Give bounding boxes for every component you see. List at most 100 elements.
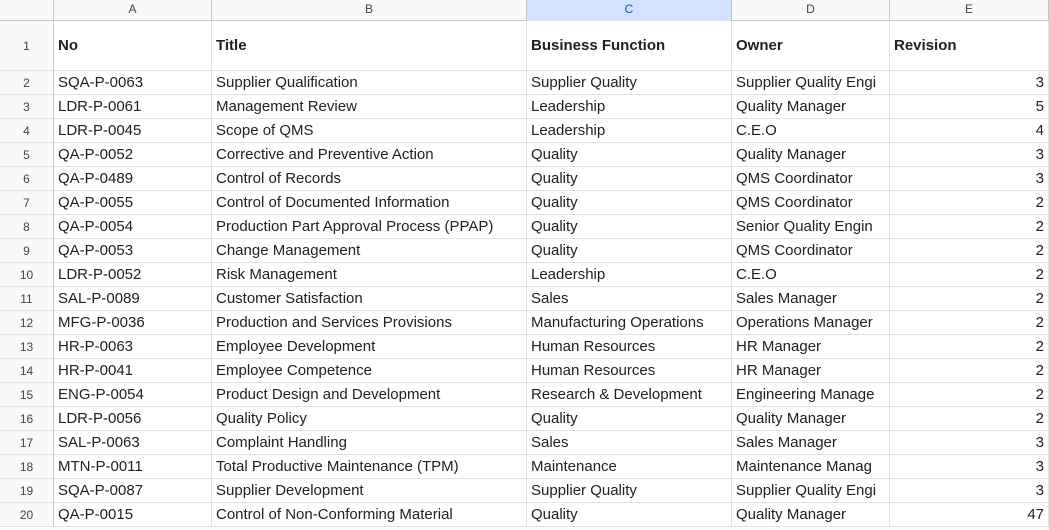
header-cell-no[interactable]: No xyxy=(54,21,212,71)
cell-owner[interactable]: HR Manager xyxy=(732,359,890,383)
column-header-d[interactable]: D xyxy=(732,0,890,21)
cell-title[interactable]: Control of Documented Information xyxy=(212,191,527,215)
cell-owner[interactable]: HR Manager xyxy=(732,335,890,359)
cell-revision[interactable]: 3 xyxy=(890,167,1049,191)
column-header-e[interactable]: E xyxy=(890,0,1049,21)
row-header[interactable]: 1 xyxy=(0,21,54,71)
cell-function[interactable]: Quality xyxy=(527,503,732,527)
cell-owner[interactable]: Quality Manager xyxy=(732,143,890,167)
cell-title[interactable]: Risk Management xyxy=(212,263,527,287)
cell-no[interactable]: HR-P-0063 xyxy=(54,335,212,359)
cell-revision[interactable]: 3 xyxy=(890,479,1049,503)
cell-owner[interactable]: Quality Manager xyxy=(732,95,890,119)
row-header[interactable]: 16 xyxy=(0,407,54,431)
cell-no[interactable]: QA-P-0055 xyxy=(54,191,212,215)
row-header[interactable]: 7 xyxy=(0,191,54,215)
cell-no[interactable]: LDR-P-0052 xyxy=(54,263,212,287)
cell-revision[interactable]: 3 xyxy=(890,431,1049,455)
cell-title[interactable]: Control of Non-Conforming Material xyxy=(212,503,527,527)
cell-title[interactable]: Employee Development xyxy=(212,335,527,359)
cell-function[interactable]: Quality xyxy=(527,407,732,431)
select-all-corner[interactable] xyxy=(0,0,54,21)
cell-owner[interactable]: C.E.O xyxy=(732,263,890,287)
cell-function[interactable]: Quality xyxy=(527,191,732,215)
cell-revision[interactable]: 3 xyxy=(890,71,1049,95)
row-header[interactable]: 14 xyxy=(0,359,54,383)
cell-no[interactable]: QA-P-0015 xyxy=(54,503,212,527)
cell-no[interactable]: MFG-P-0036 xyxy=(54,311,212,335)
row-header[interactable]: 6 xyxy=(0,167,54,191)
cell-owner[interactable]: Supplier Quality Engi xyxy=(732,71,890,95)
cell-no[interactable]: SQA-P-0063 xyxy=(54,71,212,95)
cell-title[interactable]: Supplier Development xyxy=(212,479,527,503)
header-cell-revision[interactable]: Revision xyxy=(890,21,1049,71)
cell-revision[interactable]: 2 xyxy=(890,239,1049,263)
cell-function[interactable]: Human Resources xyxy=(527,359,732,383)
cell-no[interactable]: SAL-P-0063 xyxy=(54,431,212,455)
cell-function[interactable]: Maintenance xyxy=(527,455,732,479)
row-header[interactable]: 8 xyxy=(0,215,54,239)
cell-title[interactable]: Control of Records xyxy=(212,167,527,191)
cell-no[interactable]: ENG-P-0054 xyxy=(54,383,212,407)
cell-revision[interactable]: 2 xyxy=(890,287,1049,311)
cell-function[interactable]: Supplier Quality xyxy=(527,479,732,503)
header-cell-function[interactable]: Business Function xyxy=(527,21,732,71)
cell-function[interactable]: Research & Development xyxy=(527,383,732,407)
row-header[interactable]: 4 xyxy=(0,119,54,143)
cell-title[interactable]: Customer Satisfaction xyxy=(212,287,527,311)
cell-title[interactable]: Product Design and Development xyxy=(212,383,527,407)
column-header-a[interactable]: A xyxy=(54,0,212,21)
cell-owner[interactable]: QMS Coordinator xyxy=(732,239,890,263)
cell-function[interactable]: Leadership xyxy=(527,119,732,143)
cell-no[interactable]: SAL-P-0089 xyxy=(54,287,212,311)
cell-revision[interactable]: 2 xyxy=(890,383,1049,407)
cell-function[interactable]: Supplier Quality xyxy=(527,71,732,95)
row-header[interactable]: 18 xyxy=(0,455,54,479)
column-header-b[interactable]: B xyxy=(212,0,527,21)
cell-owner[interactable]: Sales Manager xyxy=(732,287,890,311)
cell-no[interactable]: QA-P-0489 xyxy=(54,167,212,191)
column-header-c[interactable]: C xyxy=(527,0,732,21)
cell-owner[interactable]: QMS Coordinator xyxy=(732,167,890,191)
cell-no[interactable]: QA-P-0054 xyxy=(54,215,212,239)
row-header[interactable]: 13 xyxy=(0,335,54,359)
row-header[interactable]: 12 xyxy=(0,311,54,335)
cell-title[interactable]: Supplier Qualification xyxy=(212,71,527,95)
cell-function[interactable]: Sales xyxy=(527,287,732,311)
cell-revision[interactable]: 2 xyxy=(890,215,1049,239)
row-header[interactable]: 2 xyxy=(0,71,54,95)
row-header[interactable]: 11 xyxy=(0,287,54,311)
cell-revision[interactable]: 4 xyxy=(890,119,1049,143)
cell-revision[interactable]: 2 xyxy=(890,191,1049,215)
cell-owner[interactable]: Operations Manager xyxy=(732,311,890,335)
cell-owner[interactable]: QMS Coordinator xyxy=(732,191,890,215)
cell-no[interactable]: HR-P-0041 xyxy=(54,359,212,383)
row-header[interactable]: 9 xyxy=(0,239,54,263)
cell-title[interactable]: Change Management xyxy=(212,239,527,263)
cell-no[interactable]: SQA-P-0087 xyxy=(54,479,212,503)
cell-revision[interactable]: 2 xyxy=(890,407,1049,431)
cell-owner[interactable]: Quality Manager xyxy=(732,407,890,431)
cell-function[interactable]: Leadership xyxy=(527,263,732,287)
cell-title[interactable]: Production and Services Provisions xyxy=(212,311,527,335)
cell-function[interactable]: Leadership xyxy=(527,95,732,119)
cell-no[interactable]: LDR-P-0045 xyxy=(54,119,212,143)
cell-title[interactable]: Corrective and Preventive Action xyxy=(212,143,527,167)
row-header[interactable]: 19 xyxy=(0,479,54,503)
cell-revision[interactable]: 3 xyxy=(890,143,1049,167)
cell-title[interactable]: Management Review xyxy=(212,95,527,119)
row-header[interactable]: 10 xyxy=(0,263,54,287)
cell-function[interactable]: Human Resources xyxy=(527,335,732,359)
cell-owner[interactable]: Senior Quality Engin xyxy=(732,215,890,239)
row-header[interactable]: 17 xyxy=(0,431,54,455)
cell-no[interactable]: MTN-P-0011 xyxy=(54,455,212,479)
cell-title[interactable]: Production Part Approval Process (PPAP) xyxy=(212,215,527,239)
row-header[interactable]: 5 xyxy=(0,143,54,167)
cell-title[interactable]: Total Productive Maintenance (TPM) xyxy=(212,455,527,479)
cell-no[interactable]: LDR-P-0056 xyxy=(54,407,212,431)
cell-no[interactable]: LDR-P-0061 xyxy=(54,95,212,119)
cell-revision[interactable]: 2 xyxy=(890,311,1049,335)
cell-revision[interactable]: 5 xyxy=(890,95,1049,119)
cell-revision[interactable]: 3 xyxy=(890,455,1049,479)
cell-function[interactable]: Sales xyxy=(527,431,732,455)
